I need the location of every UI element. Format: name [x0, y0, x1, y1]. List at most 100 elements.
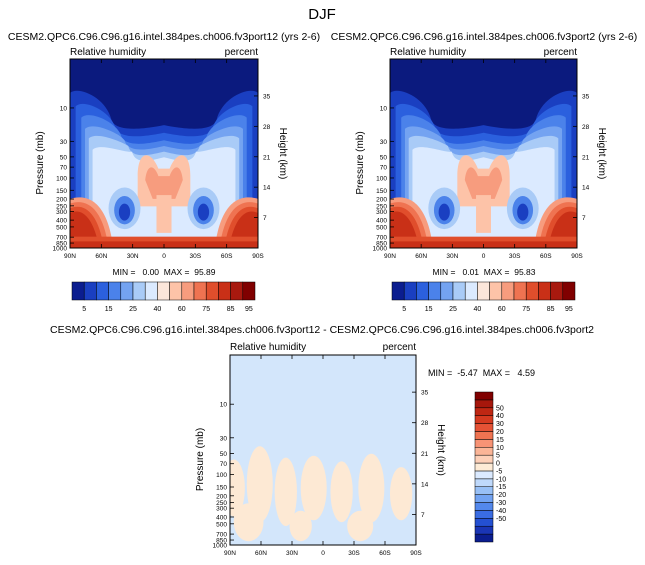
left-cb-label-5: 75 [202, 306, 210, 313]
left-panel-right-string: percent [225, 47, 259, 58]
diff-cb-label-13: -40 [496, 508, 506, 515]
right-ylabel: Pressure (mb) [355, 131, 366, 194]
left-cb-swatch-6 [144, 281, 158, 301]
right-ptick-label-10: 500 [376, 224, 387, 231]
diff-panel-plot: 1030507010015020025030040050070085010003… [195, 354, 446, 557]
right-cb-swatch-8 [489, 281, 503, 301]
left-lat-label-6: 90S [252, 253, 264, 260]
diff-cb-swatch-0 [474, 533, 494, 543]
right-ptick-label-5: 150 [376, 188, 387, 195]
left-ptick-label-5: 150 [56, 188, 67, 195]
right-ptick-label-3: 70 [380, 165, 388, 172]
right-lat-label-3: 0 [482, 253, 486, 260]
right-ptick-label-7: 250 [376, 203, 387, 210]
diff-pos-blob-3 [300, 455, 327, 521]
diff-panel-stats: MIN = -5.47 MAX = 4.59 [428, 368, 535, 378]
diff-pos-blob-8 [289, 510, 312, 542]
left-ylabel: Pressure (mb) [35, 131, 46, 194]
right-cb-label-0: 5 [402, 306, 406, 313]
right-ptick-label-9: 400 [376, 218, 387, 225]
diff-lat-label-6: 90S [410, 550, 422, 557]
right-ztick-label-3: 14 [582, 185, 590, 192]
diff-cb-swatch-14 [474, 423, 494, 432]
left-ptick-label-7: 250 [56, 203, 67, 210]
diff-pos-blob-5 [358, 453, 385, 523]
left-cb-swatch-0 [71, 281, 85, 301]
left-dry-lobe-inner-0 [118, 203, 131, 221]
diff-pos-blob-9 [347, 510, 374, 542]
diff-cb-label-0: 50 [496, 405, 504, 412]
diff-pos-blob-2 [274, 457, 297, 526]
left-cb-swatch-1 [83, 281, 97, 301]
diff-ptick-label-1: 30 [220, 435, 228, 442]
diff-cb-label-1: 40 [496, 413, 504, 420]
left-ztick-label-4: 7 [263, 215, 267, 222]
right-cb-label-3: 40 [474, 306, 482, 313]
right-panel-left-string: Relative humidity [390, 47, 466, 58]
figure-title: DJF [308, 6, 336, 23]
diff-lat-label-0: 90N [224, 550, 236, 557]
right-ptick-label-4: 100 [376, 175, 387, 182]
diff-panel-title: CESM2.QPC6.C96.C96.g16.intel.384pes.ch00… [50, 324, 594, 336]
right-panel-title: CESM2.QPC6.C96.C96.g16.intel.384pes.ch00… [331, 31, 637, 43]
left-panel-left-string: Relative humidity [70, 47, 146, 58]
left-lat-label-4: 30S [190, 253, 202, 260]
left-ptick-label-2: 50 [60, 154, 68, 161]
right-ptick-label-0: 10 [380, 105, 388, 112]
diff-cb-swatch-3 [474, 510, 494, 519]
diff-ztick-label-3: 14 [421, 481, 429, 488]
left-ptick-label-1: 30 [60, 139, 68, 146]
diff-ptick-label-11: 700 [216, 532, 227, 539]
left-panel-title: CESM2.QPC6.C96.C96.g16.intel.384pes.ch00… [8, 31, 320, 43]
diff-cb-swatch-17 [474, 399, 494, 409]
diff-cb-swatch-11 [474, 447, 494, 456]
diff-cb-swatch-4 [474, 502, 494, 511]
left-trop-column [156, 195, 172, 233]
right-dry-lobe-inner-1 [517, 203, 529, 221]
left-cb-swatch-11 [205, 281, 219, 301]
right-cb-swatch-10 [513, 281, 527, 301]
diff-ptick-label-9: 400 [216, 514, 227, 521]
left-cb-label-3: 40 [154, 306, 162, 313]
right-ptick-label-11: 700 [376, 235, 387, 242]
diff-lat-label-2: 30N [286, 550, 298, 557]
right-cb-label-2: 25 [449, 306, 457, 313]
left-field [70, 59, 258, 248]
left-cb-swatch-13 [230, 281, 244, 301]
left-cb-label-0: 5 [82, 306, 86, 313]
right-cb-swatch-9 [501, 281, 515, 301]
left-cb-label-4: 60 [178, 306, 186, 313]
diff-cb-swatch-7 [474, 478, 494, 487]
diff-cb-label-8: -5 [496, 468, 502, 475]
diff-pos-blob-1 [246, 446, 273, 523]
diff-cb-swatch-18 [474, 391, 494, 401]
left-lat-label-2: 30N [127, 253, 139, 260]
right-ztick-label-4: 7 [582, 215, 586, 222]
diff-cb-swatch-1 [474, 525, 494, 535]
diff-cb-swatch-6 [474, 486, 494, 495]
diff-ptick-label-13: 1000 [213, 543, 228, 550]
left-ptick-label-13: 1000 [53, 246, 68, 253]
left-ptick-label-3: 70 [60, 165, 68, 172]
diff-ptick-label-8: 300 [216, 506, 227, 513]
right-ztick-label-1: 28 [582, 124, 590, 131]
diff-ztick-label-1: 28 [421, 420, 429, 427]
left-cb-swatch-12 [218, 281, 231, 301]
diff-cb-swatch-5 [474, 494, 494, 503]
right-ptick-label-1: 30 [380, 139, 388, 146]
right-ptick-label-2: 50 [380, 154, 388, 161]
diff-ptick-label-2: 50 [220, 451, 228, 458]
diff-ptick-label-6: 200 [216, 493, 227, 500]
diff-cb-swatch-8 [474, 470, 494, 480]
right-ztick-label-0: 35 [582, 93, 590, 100]
left-lat-label-5: 60S [221, 253, 233, 260]
diff-ztick-label-4: 7 [421, 512, 425, 519]
right-lat-label-5: 60S [540, 253, 552, 260]
diff-cb-label-11: -20 [496, 492, 506, 499]
diff-panel-right-string: percent [383, 342, 417, 353]
left-ztick-label-2: 21 [263, 154, 271, 161]
diff-cb-label-2: 30 [496, 421, 504, 428]
diff-cb-swatch-2 [474, 518, 494, 527]
